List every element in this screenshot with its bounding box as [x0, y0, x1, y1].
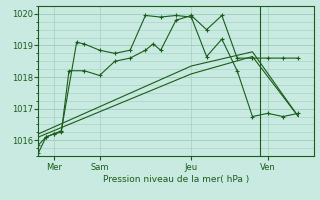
X-axis label: Pression niveau de la mer( hPa ): Pression niveau de la mer( hPa ): [103, 175, 249, 184]
